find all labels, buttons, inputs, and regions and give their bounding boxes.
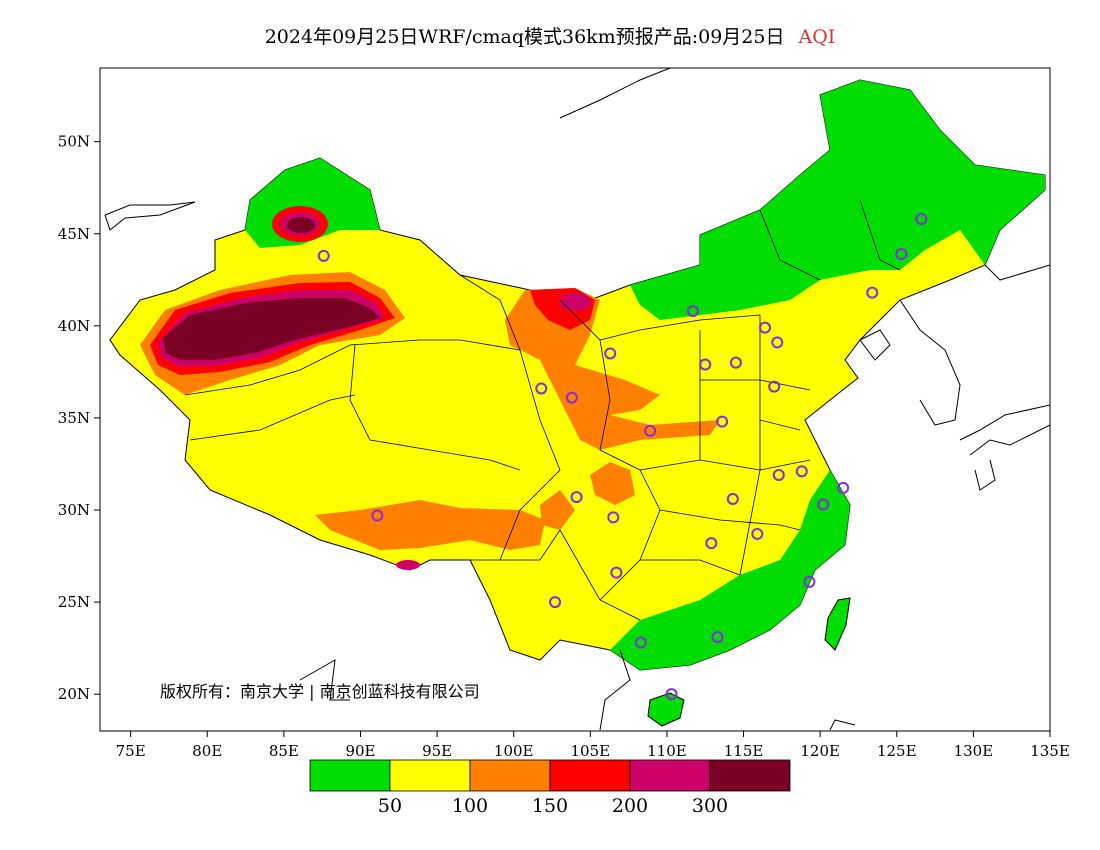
- map-frame: [99, 67, 1051, 732]
- hainan-island: [647, 692, 685, 727]
- taiwan-island: [824, 597, 851, 651]
- x-tick-label: 115E: [724, 742, 764, 760]
- sichuan-orange: [590, 462, 635, 505]
- station-marker: [535, 382, 548, 395]
- station-marker: [644, 424, 657, 437]
- x-tick-label: 90E: [345, 742, 375, 760]
- station-marker: [665, 688, 678, 701]
- neighbor-coastlines: [104, 68, 1050, 731]
- station-marker: [803, 575, 816, 588]
- copyright-text: 版权所有：南京大学 | 南京创蓝科技有限公司: [160, 682, 480, 701]
- x-tick-label: 80E: [192, 742, 222, 760]
- station-marker: [565, 391, 578, 404]
- station-marker: [772, 469, 785, 482]
- yunnan-orange: [540, 490, 575, 530]
- title-variable: AQI: [798, 26, 836, 48]
- x-tick-label: 100E: [494, 742, 534, 760]
- colorbar-tick-label: 200: [612, 795, 648, 817]
- colorbar-swatch: [309, 759, 391, 792]
- alxa-magenta: [559, 293, 591, 311]
- station-marker: [817, 498, 830, 511]
- y-tick-label: 35N: [58, 409, 90, 427]
- x-tick-label: 120E: [800, 742, 840, 760]
- station-marker: [751, 527, 764, 540]
- colorbar-swatch: [709, 759, 791, 792]
- map-area: [104, 68, 1050, 731]
- tibet-south-red: [396, 560, 420, 570]
- y-tick-label: 45N: [58, 225, 90, 243]
- station-marker: [604, 347, 617, 360]
- station-marker: [716, 415, 729, 428]
- province-boundaries: [184, 199, 901, 621]
- dzungaria-hotspot-core: [287, 217, 315, 233]
- station-marker: [549, 596, 562, 609]
- colorbar-swatch: [629, 759, 711, 792]
- station-marker: [866, 286, 879, 299]
- south-china-green: [610, 470, 850, 670]
- station-marker: [915, 213, 928, 226]
- y-axis: 20N 25N 30N 35N 40N 45N 50N: [58, 133, 100, 703]
- station-marker: [705, 537, 718, 550]
- station-marker: [726, 492, 739, 505]
- northeast-green: [630, 80, 1045, 320]
- x-tick-label: 130E: [954, 742, 994, 760]
- x-tick-label: 125E: [877, 742, 917, 760]
- y-tick-label: 50N: [58, 133, 90, 151]
- station-marker: [610, 566, 623, 579]
- colorbar-tick-label: 100: [452, 795, 488, 817]
- station-marker: [634, 636, 647, 649]
- station-marker: [607, 511, 620, 524]
- y-tick-label: 40N: [58, 317, 90, 335]
- station-marker: [317, 249, 330, 262]
- station-markers: [317, 213, 928, 701]
- colorbar-swatch: [389, 759, 471, 792]
- station-marker: [711, 631, 724, 644]
- x-axis: 75E 80E 85E 90E 95E 100E 105E 110E 115E 120E 125E 1…: [116, 731, 1070, 760]
- station-marker: [771, 336, 784, 349]
- colorbar: 50 100 150 200 300: [309, 759, 791, 817]
- station-marker: [686, 305, 699, 318]
- colorbar-swatch: [549, 759, 631, 792]
- station-marker: [570, 491, 583, 504]
- y-tick-label: 20N: [58, 685, 90, 703]
- station-marker: [895, 248, 908, 261]
- colorbar-tick-label: 150: [532, 795, 568, 817]
- chart-title: 2024年09月25日WRF/cmaq模式36km预报产品:09月25日 AQI: [0, 22, 1100, 49]
- x-tick-label: 85E: [269, 742, 299, 760]
- colorbar-tick-label: 300: [692, 795, 728, 817]
- x-tick-label: 110E: [647, 742, 687, 760]
- station-marker: [729, 356, 742, 369]
- northwest-orange: [505, 288, 720, 450]
- colorbar-tick-label: 50: [378, 795, 402, 817]
- x-tick-label: 135E: [1030, 742, 1070, 760]
- title-main: 2024年09月25日WRF/cmaq模式36km预报产品:09月25日: [264, 26, 785, 48]
- colorbar-swatch: [469, 759, 551, 792]
- station-marker: [768, 380, 781, 393]
- x-tick-label: 75E: [116, 742, 146, 760]
- x-tick-label: 105E: [571, 742, 611, 760]
- station-marker: [699, 358, 712, 371]
- station-marker: [371, 509, 384, 522]
- y-tick-label: 30N: [58, 501, 90, 519]
- tarim-darkred: [163, 298, 380, 360]
- y-tick-label: 25N: [58, 593, 90, 611]
- x-tick-label: 95E: [422, 742, 452, 760]
- station-marker: [795, 465, 808, 478]
- station-marker: [837, 481, 850, 494]
- station-marker: [759, 321, 771, 334]
